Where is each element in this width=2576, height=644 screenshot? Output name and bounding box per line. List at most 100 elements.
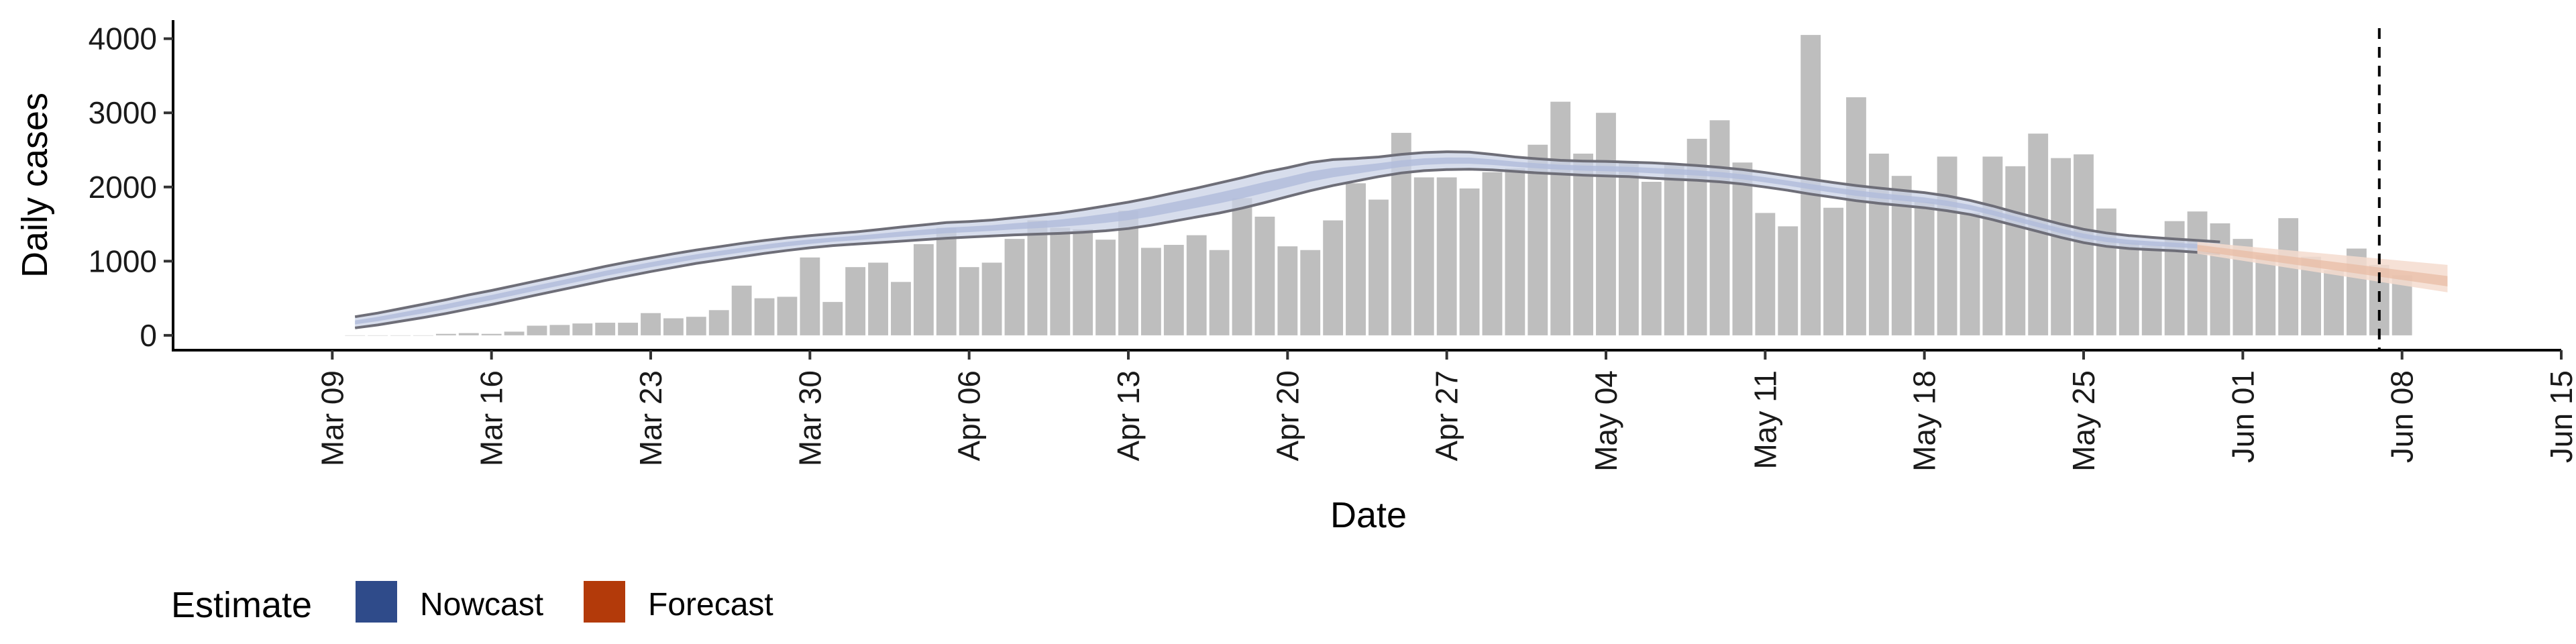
legend-swatch (584, 581, 625, 623)
case-bar (845, 267, 866, 335)
case-bar (1232, 198, 1252, 335)
case-bar (1960, 213, 1980, 335)
case-bar (1914, 201, 1935, 335)
nowcast-upper-line (354, 150, 2220, 319)
case-bar (1641, 182, 1662, 335)
case-bar (800, 257, 820, 335)
x-axis-title: Date (1330, 495, 1407, 535)
case-bar (1709, 120, 1730, 335)
case-bar (754, 298, 775, 335)
case-bar (390, 335, 411, 336)
case-bar (1073, 229, 1093, 335)
case-bar (2141, 246, 2162, 335)
x-tick-label: Mar 23 (633, 370, 668, 466)
case-bar (1868, 154, 1889, 335)
case-bar (1937, 156, 1957, 335)
case-bar (458, 333, 479, 335)
y-tick-label: 3000 (89, 95, 157, 130)
case-bar (663, 318, 684, 335)
legend-label: Nowcast (420, 587, 543, 623)
case-bar (1436, 177, 1457, 335)
x-tick-label: Jun 15 (2544, 370, 2576, 463)
case-bar (1095, 239, 1116, 335)
case-bar (2324, 270, 2344, 335)
case-bar (1596, 113, 1616, 335)
case-bar (435, 333, 456, 335)
case-bar (2255, 255, 2276, 335)
case-bar (572, 323, 593, 335)
case-bar (368, 335, 388, 336)
case-bar (1573, 154, 1594, 335)
case-bar (549, 325, 570, 335)
case-bar (1140, 248, 1161, 335)
case-bar (641, 313, 661, 335)
case-bar (1550, 101, 1571, 335)
case-bar (822, 302, 843, 335)
forecast-inner-band (2197, 245, 2448, 286)
case-bar (868, 262, 888, 335)
case-bar (2118, 242, 2139, 335)
x-tick-label: Mar 16 (474, 370, 509, 466)
case-bar (686, 317, 706, 335)
case-bar (981, 262, 1002, 335)
case-bar (481, 333, 502, 335)
case-bar (1846, 97, 1866, 335)
y-tick-label: 2000 (89, 170, 157, 205)
case-bar (1323, 220, 1344, 335)
case-bar (1186, 235, 1207, 335)
case-bar (1277, 246, 1298, 335)
x-tick-label: May 25 (2066, 370, 2101, 472)
case-bar (1755, 213, 1776, 335)
case-bar (1368, 199, 1389, 335)
x-tick-label: Jun 01 (2225, 370, 2260, 463)
case-bar (2096, 208, 2116, 335)
case-bar (708, 310, 729, 335)
case-bar (595, 323, 616, 335)
case-bar (913, 244, 934, 335)
y-tick-label: 0 (140, 318, 157, 353)
case-bar (1004, 239, 1025, 335)
case-bar (1413, 177, 1434, 335)
x-tick-label: Jun 08 (2385, 370, 2420, 463)
case-bar (1482, 172, 1503, 335)
case-bar (345, 335, 366, 336)
case-bar (1346, 183, 1366, 335)
case-bar (1459, 188, 1480, 335)
x-tick-label: Mar 09 (315, 370, 350, 466)
legend: Estimate Nowcast Forecast (171, 581, 773, 625)
case-bar (1209, 250, 1230, 335)
case-bar (1732, 162, 1753, 335)
case-bar (1118, 211, 1138, 335)
case-bar (1027, 220, 1048, 335)
case-bar (1664, 164, 1684, 335)
nowcast-lower-line (354, 168, 2220, 329)
y-axis-title: Daily cases (15, 93, 55, 278)
x-tick-label: Apr 27 (1430, 370, 1464, 462)
case-bar (2187, 211, 2208, 335)
case-bar (413, 335, 433, 336)
x-tick-label: Apr 06 (952, 370, 987, 462)
y-axis-ticks: 0 1000 2000 3000 4000 (89, 21, 173, 353)
y-tick-label: 1000 (89, 244, 157, 278)
case-bar (936, 227, 957, 335)
x-axis-ticks: Mar 09 Mar 16 Mar 23 Mar 30 Apr 06 Apr 13 Apr … (315, 350, 2576, 472)
case-bar (891, 282, 911, 335)
case-bar (2051, 158, 2072, 335)
case-bar (731, 285, 752, 335)
legend-title: Estimate (171, 585, 312, 625)
x-tick-label: Apr 20 (1270, 370, 1305, 462)
x-tick-label: May 04 (1589, 370, 1623, 472)
case-bar (1982, 156, 2003, 335)
x-tick-label: Apr 13 (1111, 370, 1146, 462)
case-bar (2278, 218, 2299, 335)
case-bar (1163, 245, 1184, 335)
case-bar (2005, 166, 2026, 335)
case-bar (959, 267, 979, 335)
x-tick-label: May 18 (1907, 370, 1942, 472)
x-tick-label: May 11 (1748, 370, 1782, 469)
x-tick-label: Mar 30 (792, 370, 827, 466)
case-bar (1300, 250, 1321, 335)
case-bar (1527, 144, 1548, 335)
